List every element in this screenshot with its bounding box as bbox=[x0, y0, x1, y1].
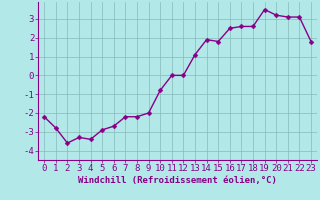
X-axis label: Windchill (Refroidissement éolien,°C): Windchill (Refroidissement éolien,°C) bbox=[78, 176, 277, 185]
